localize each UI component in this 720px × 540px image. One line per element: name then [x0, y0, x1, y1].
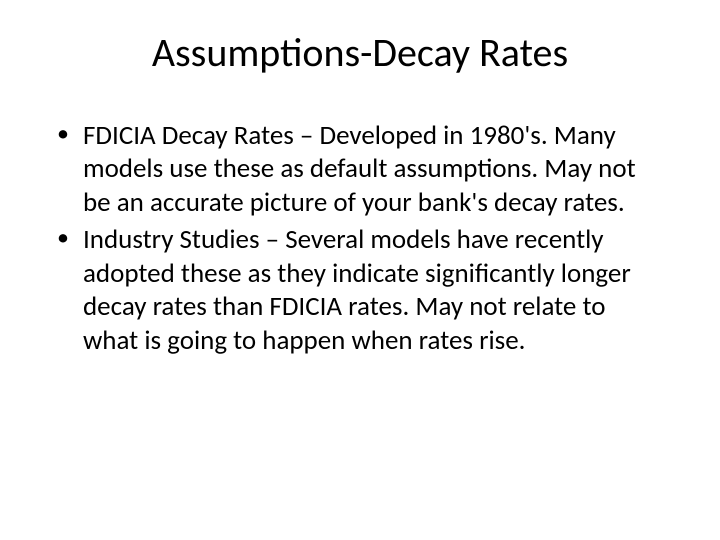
list-item: • Industry Studies – Several models have… — [55, 223, 665, 357]
slide-title: Assumptions-Decay Rates — [55, 28, 665, 77]
bullet-icon: • — [57, 223, 69, 253]
bullet-text: FDICIA Decay Rates – Developed in 1980's… — [83, 119, 636, 219]
list-item: • FDICIA Decay Rates – Developed in 1980… — [55, 119, 665, 219]
bullet-text: Industry Studies – Several models have r… — [83, 223, 631, 356]
bullet-list: • FDICIA Decay Rates – Developed in 1980… — [55, 119, 665, 357]
bullet-icon: • — [57, 119, 69, 149]
